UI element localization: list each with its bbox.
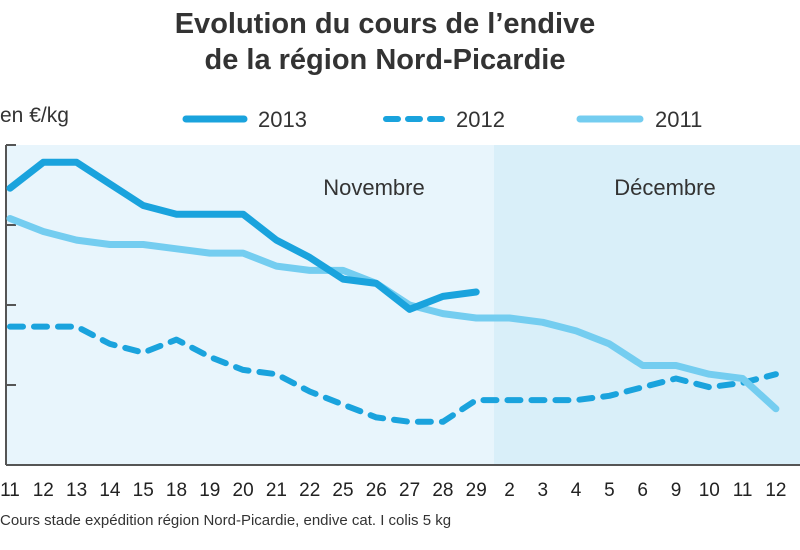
- x-tick-label: 15: [133, 480, 154, 501]
- x-tick-label: 19: [199, 480, 220, 501]
- x-tick-label: 26: [366, 480, 387, 501]
- series-line-2013: [6, 158, 480, 313]
- legend-label-2012: 2012: [456, 107, 505, 132]
- x-tick-labels: 11 12 13 14 15 18 19 20 21 22 25 26 27 28 29 2 3 4 5 6 9 10 11…: [0, 480, 786, 501]
- chart-title: Evolution du cours de l’endive de la rég…: [0, 6, 770, 78]
- legend: 2013 2012 2011: [182, 107, 702, 132]
- x-tick-label: 27: [399, 480, 420, 501]
- x-tick-label: 29: [466, 480, 487, 501]
- x-tick-label: 18: [166, 480, 187, 501]
- x-tick-label: 2: [504, 480, 515, 501]
- x-tick-label: 10: [699, 480, 720, 501]
- chart-title-line-2: de la région Nord-Picardie: [204, 44, 566, 76]
- x-tick-label: 3: [538, 480, 549, 501]
- series-lines: [6, 158, 780, 425]
- x-tick-label: 21: [266, 480, 287, 501]
- x-tick-label: 25: [332, 480, 353, 501]
- x-tick-label: 22: [299, 480, 320, 501]
- month-label-december: Décembre: [614, 175, 715, 200]
- x-tick-label: 4: [571, 480, 582, 501]
- x-tick-label: 9: [671, 480, 682, 501]
- december-band: [494, 145, 800, 465]
- x-tick-label: 11: [0, 480, 20, 501]
- x-tick-label: 11: [733, 480, 753, 501]
- x-tick-label: 6: [637, 480, 648, 501]
- x-tick-label: 28: [432, 480, 453, 501]
- x-tick-label: 12: [765, 480, 786, 501]
- x-tick-label: 13: [66, 480, 87, 501]
- x-tick-label: 5: [604, 480, 615, 501]
- legend-label-2011: 2011: [655, 107, 702, 132]
- x-tick-label: 12: [33, 480, 54, 501]
- legend-label-2013: 2013: [258, 107, 307, 132]
- series-line-2012: [7, 323, 779, 425]
- x-tick-label: 14: [99, 480, 121, 501]
- month-label-november: Novembre: [323, 175, 424, 200]
- y-gridlines: [6, 144, 16, 386]
- source-note: Cours stade expédition région Nord-Picar…: [0, 512, 452, 529]
- chart-title-line-1: Evolution du cours de l’endive: [174, 8, 596, 40]
- y-axis-unit-label: en €/kg: [0, 104, 69, 127]
- x-tick-label: 20: [233, 480, 254, 501]
